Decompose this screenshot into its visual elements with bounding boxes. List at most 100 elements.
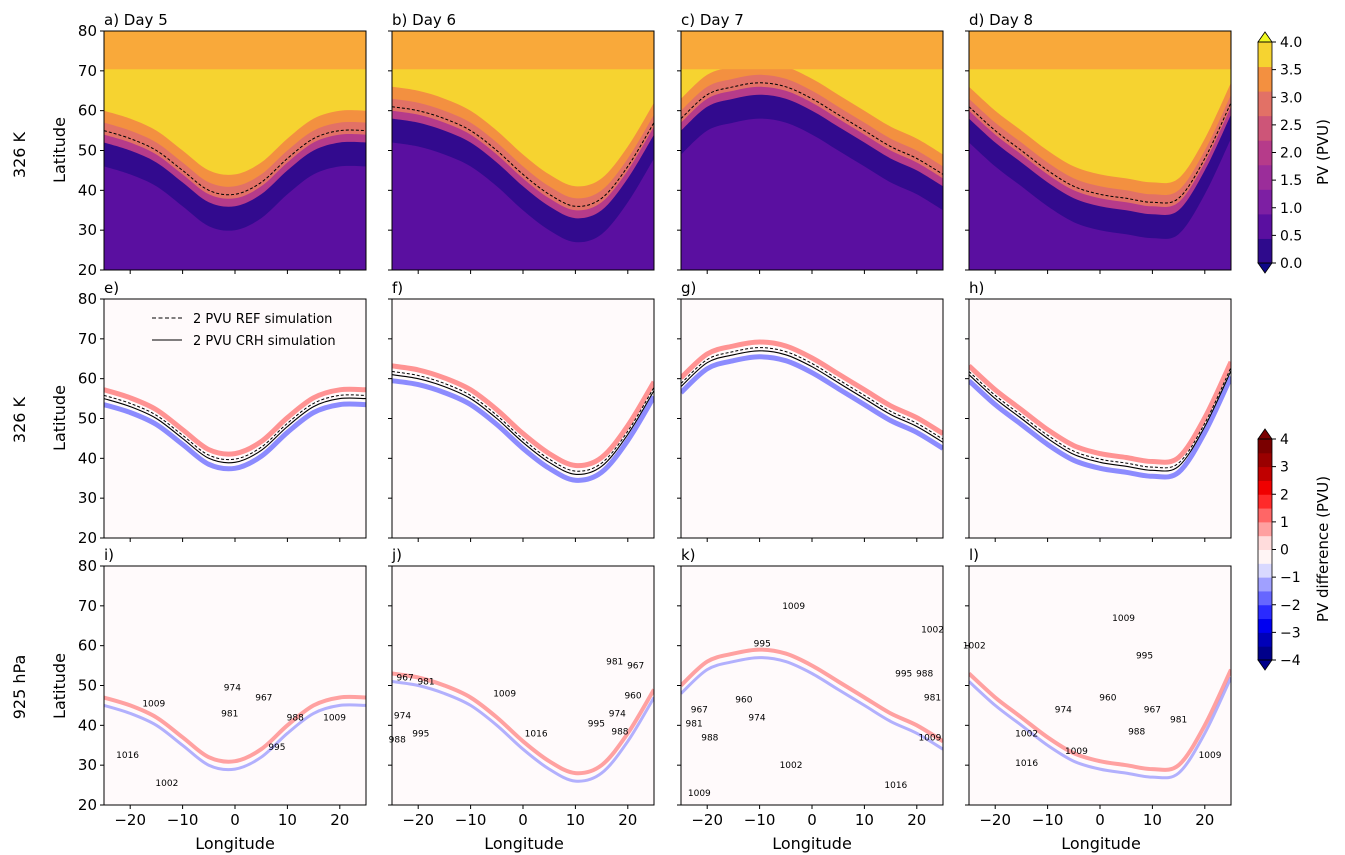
pv-colorbar-label: PV (PVU) bbox=[1314, 119, 1332, 185]
pressure-contour-label: 1009 bbox=[918, 733, 941, 743]
negative-pv-diff-band bbox=[969, 375, 1231, 480]
y-tick-label: 80 bbox=[78, 22, 97, 40]
panel-title: j) bbox=[391, 546, 402, 564]
row-label-3: 925 hPa bbox=[10, 655, 29, 720]
panel-title: d) Day 8 bbox=[969, 11, 1033, 29]
x-axis-label-col1: Longitude bbox=[195, 834, 275, 853]
pressure-contour-label: 1016 bbox=[525, 729, 548, 739]
colorbar-swatch bbox=[1258, 452, 1272, 468]
pressure-contour-label: 995 bbox=[754, 640, 771, 650]
pv2-contour-ref bbox=[104, 129, 366, 196]
panel-title: a) Day 5 bbox=[104, 11, 168, 29]
panel-l: 1009 1002 995 960 967 974 981 988 1002 1009 1016 10… bbox=[963, 546, 1232, 829]
x-tick-label: 20 bbox=[1195, 811, 1214, 829]
colorbar-swatch bbox=[1258, 535, 1272, 550]
pressure-contour-label: 1002 bbox=[963, 642, 986, 652]
pv2-contour-ref bbox=[392, 106, 654, 207]
colorbar-swatch bbox=[1258, 508, 1272, 523]
y-tick-label: 80 bbox=[78, 290, 97, 308]
pressure-contour-label: 1009 bbox=[493, 689, 516, 699]
panel-title: h) bbox=[969, 279, 984, 297]
pressure-contour-label: 995 bbox=[895, 670, 912, 680]
x-tick-label: 0 bbox=[518, 811, 528, 829]
pressure-contour-label: 967 bbox=[1144, 705, 1161, 715]
colorbar-swatch bbox=[1258, 238, 1272, 264]
pv2-contour-ref bbox=[969, 102, 1231, 204]
pressure-contour-label: 1009 bbox=[323, 713, 346, 723]
panel-i: 974 967 981 1009 1016 1002 995 988 1009 −20 −10 0 10… bbox=[78, 546, 367, 829]
pv2-contour-crh bbox=[681, 350, 943, 443]
pv-colorbar: 0.0 0.5 1.0 1.5 2.0 2.5 3.0 3.5 4.0 bbox=[1257, 31, 1302, 274]
positive-pv-diff-band bbox=[681, 339, 943, 436]
x-tick-label: −10 bbox=[167, 811, 199, 829]
panel-title: f) bbox=[392, 279, 403, 297]
colorbar-swatch bbox=[1258, 115, 1272, 141]
colorbar-swatch bbox=[1258, 466, 1272, 481]
pressure-contour-label: 995 bbox=[588, 719, 605, 729]
x-tick-label: 0 bbox=[807, 811, 817, 829]
pressure-contour-label: 995 bbox=[412, 729, 429, 739]
row-label-1: 326 K bbox=[10, 131, 29, 178]
pressure-contour-label: 1009 bbox=[688, 789, 711, 799]
x-tick-label: −20 bbox=[691, 811, 723, 829]
x-tick-label: 10 bbox=[1143, 811, 1162, 829]
x-tick-label: 10 bbox=[278, 811, 297, 829]
positive-pv-diff-band bbox=[969, 668, 1231, 772]
y-tick-label: 70 bbox=[78, 330, 97, 348]
pressure-contour-label: 967 bbox=[691, 705, 708, 715]
panel-a: 20 30 40 50 60 70 80 a) Day 5 bbox=[78, 11, 367, 279]
pressure-contour-label: 1016 bbox=[116, 751, 139, 761]
pressure-contour-label: 988 bbox=[611, 727, 628, 737]
row-label-2: 326 K bbox=[10, 396, 29, 443]
pv-diff-background bbox=[681, 566, 943, 805]
colorbar-tick-label: 4 bbox=[1280, 432, 1289, 448]
y-tick-label: 30 bbox=[78, 221, 97, 239]
x-tick-label: 20 bbox=[330, 811, 349, 829]
colorbar-tick-label: −1 bbox=[1280, 570, 1301, 586]
pressure-contour-label: 1009 bbox=[1199, 751, 1222, 761]
panel-grid: 20 30 40 50 60 70 80 a) Day 5 b) Day 6 c) Day 7 d)… bbox=[78, 11, 1232, 829]
negative-pv-diff-band bbox=[969, 676, 1231, 780]
y-tick-label: 30 bbox=[78, 489, 97, 507]
y-tick-label: 50 bbox=[78, 677, 97, 695]
x-tick-label: −10 bbox=[1032, 811, 1064, 829]
x-tick-label: 10 bbox=[855, 811, 874, 829]
pv-diff-background bbox=[392, 299, 654, 538]
y-tick-label: 50 bbox=[78, 410, 97, 428]
y-tick-label: 60 bbox=[78, 370, 97, 388]
colorbar-tick-label: −2 bbox=[1280, 598, 1301, 614]
pressure-contour-label: 981 bbox=[606, 658, 623, 668]
panel-k: 1009 995 960 967 981 974 988 1002 1009 1002 995 988… bbox=[677, 546, 944, 829]
x-tick-label: −20 bbox=[979, 811, 1011, 829]
colorbar-swatch bbox=[1258, 590, 1272, 606]
colorbar-swatch bbox=[1258, 632, 1272, 647]
colorbar-swatch bbox=[1258, 604, 1272, 620]
pv2-contour-crh bbox=[392, 374, 654, 475]
high-pv-reservoir bbox=[392, 31, 654, 187]
pressure-contour-label: 981 bbox=[686, 719, 703, 729]
colorbar-tick-label: 2 bbox=[1280, 487, 1289, 503]
pv-difference-colorbar-label: PV difference (PVU) bbox=[1314, 476, 1332, 622]
negative-pv-diff-band bbox=[392, 378, 654, 483]
negative-pv-diff-band bbox=[681, 656, 943, 751]
colorbar-swatch bbox=[1258, 646, 1272, 661]
colorbar-tick-label: 2.0 bbox=[1280, 146, 1302, 162]
pressure-contour-label: 967 bbox=[255, 693, 272, 703]
panel-title: c) Day 7 bbox=[681, 11, 744, 29]
pressure-contour-label: 988 bbox=[701, 733, 718, 743]
colorbar-tick-label: 4.0 bbox=[1280, 35, 1302, 51]
pressure-contour-label: 1002 bbox=[921, 626, 944, 636]
x-tick-label: −20 bbox=[402, 811, 434, 829]
x-axis-label-col3: Longitude bbox=[772, 834, 852, 853]
y-tick-label: 20 bbox=[78, 261, 97, 279]
positive-pv-diff-band bbox=[392, 671, 654, 776]
panel-title: l) bbox=[969, 546, 979, 564]
x-tick-label: −20 bbox=[114, 811, 146, 829]
pv-diff-background bbox=[104, 566, 366, 805]
positive-pv-diff-band bbox=[104, 386, 366, 457]
x-axis-label-col2: Longitude bbox=[484, 834, 564, 853]
panel-b: b) Day 6 bbox=[388, 11, 655, 274]
polar-cap-region bbox=[392, 31, 654, 70]
colorbar-swatch bbox=[1258, 66, 1272, 92]
